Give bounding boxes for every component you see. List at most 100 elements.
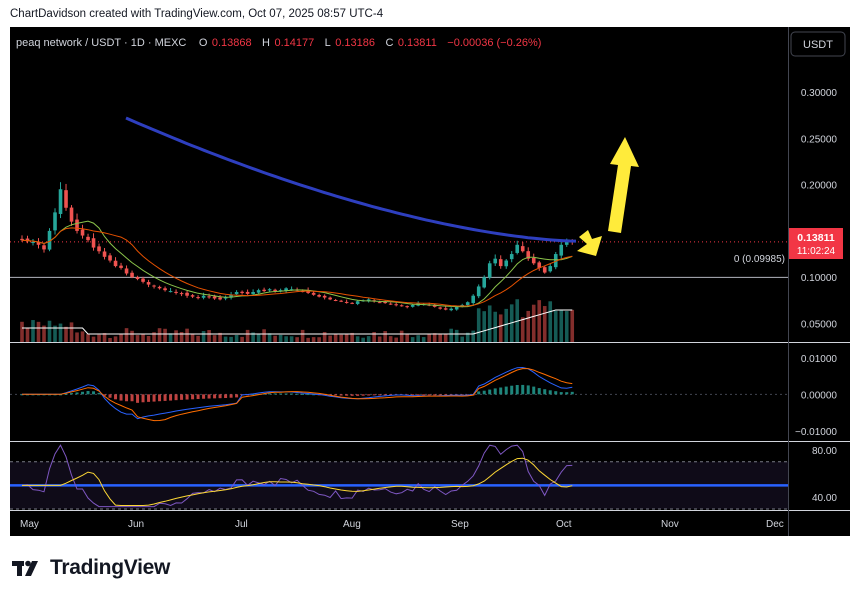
time-axis-label: Jun [128, 519, 144, 530]
macd-histogram-bar [427, 394, 431, 396]
volume-bar [20, 321, 24, 342]
low-label: L [325, 37, 331, 49]
volume-bar [278, 334, 283, 342]
macd-histogram-bar [59, 394, 63, 396]
macd-histogram-bar [218, 394, 222, 399]
volume-bar [350, 332, 354, 342]
volume-bar [240, 336, 244, 342]
macd-histogram-bar [108, 394, 112, 398]
candle-body [548, 266, 553, 272]
macd-histogram-bar [75, 392, 79, 395]
volume-bar [152, 332, 156, 342]
macd-histogram-bar [543, 389, 547, 395]
volume-bar [157, 328, 162, 342]
candle-body [454, 306, 459, 310]
macd-histogram-bar [37, 394, 41, 396]
volume-bar [361, 337, 365, 342]
candle-body [537, 262, 542, 268]
macd-histogram-bar [191, 394, 195, 400]
macd-histogram-bar [136, 394, 140, 403]
candle-body [223, 297, 228, 299]
high-value: 0.14177 [274, 37, 314, 49]
macd-histogram-bar [251, 394, 255, 396]
volume-bar [438, 334, 442, 342]
candle-body [262, 289, 266, 292]
volume-ma-line [22, 309, 573, 335]
macd-histogram-bar [438, 394, 442, 396]
candle-body [471, 295, 476, 304]
candle-body [141, 278, 145, 282]
macd-histogram-bar [361, 394, 365, 396]
volume-bar [537, 300, 542, 342]
volume-bar [284, 336, 288, 342]
symbol-label: peaq network / USDT · 1D · MEXC [16, 37, 186, 49]
volume-bar [410, 337, 415, 342]
macd-histogram-bar [207, 394, 211, 399]
macd-histogram-bar [158, 394, 162, 402]
price-tick-label: 0.20000 [801, 181, 838, 192]
ma-short-line [21, 220, 573, 308]
macd-histogram-bar [554, 391, 558, 395]
macd-histogram-bar [141, 394, 145, 403]
volume-bar [449, 328, 453, 342]
macd-histogram-bar [301, 393, 305, 395]
time-axis-label: Nov [661, 519, 679, 530]
volume-bar [234, 334, 239, 342]
currency-button[interactable]: USDT [790, 31, 846, 57]
volume-bar [306, 337, 310, 342]
volume-bar [119, 333, 123, 342]
macd-histogram-bar [510, 385, 514, 395]
macd-histogram-bar [383, 394, 387, 396]
chart-canvas[interactable]: peaq network / USDT · 1D · MEXC O 0.1386… [10, 27, 850, 536]
tradingview-logo-icon [12, 560, 38, 576]
macd-histogram-bar [334, 394, 338, 396]
candle-body [388, 303, 393, 305]
macd-histogram-bar [493, 388, 497, 395]
candle-body [256, 290, 261, 293]
macd-histogram-bar [411, 394, 415, 396]
volume-bar [526, 310, 531, 342]
candle-body [53, 212, 57, 231]
chart-frame[interactable]: peaq network / USDT · 1D · MEXC O 0.1386… [10, 27, 850, 536]
volume-bar [146, 335, 151, 342]
candle-body [493, 258, 498, 264]
volume-bar [531, 304, 536, 342]
brand-name: TradingView [50, 556, 171, 579]
volume-bar [295, 337, 299, 342]
macd-histogram-bar [339, 394, 343, 396]
volume-bar [42, 325, 46, 342]
volume-bar [328, 335, 332, 342]
candle-body [102, 251, 107, 257]
candle-body [25, 238, 30, 242]
candle-body [306, 290, 310, 293]
macd-histogram-bar [372, 394, 376, 396]
macd-histogram-bar [477, 391, 481, 395]
candle-body [168, 291, 173, 293]
volume-bar [25, 328, 30, 342]
macd-histogram-bar [312, 394, 316, 396]
candle-body [80, 229, 85, 236]
candle-body [399, 305, 404, 307]
candle-body [366, 299, 371, 302]
macd-histogram-bar [389, 394, 393, 396]
candle-body [432, 304, 437, 307]
candle-body [531, 257, 536, 264]
price-tick-label: 0.30000 [801, 88, 838, 99]
macd-histogram-bar [268, 393, 272, 395]
candle-body [113, 260, 118, 267]
candle-body [542, 267, 547, 273]
macd-histogram-bar [97, 392, 101, 395]
candle-body [36, 241, 41, 245]
volume-bar [515, 299, 520, 342]
volume-bar [256, 333, 261, 342]
last-price-tag: 0.13811 11:02:24 [789, 228, 843, 259]
volume-bar [31, 320, 35, 342]
volume-bar [223, 336, 228, 342]
candle-body [251, 292, 255, 294]
macd-histogram-bar [202, 394, 206, 399]
candle-body [212, 296, 217, 299]
time-axis-label: Sep [451, 519, 469, 530]
volume-bar [570, 309, 575, 342]
time-axis-label: May [20, 519, 39, 530]
price-tick-label: 0.05000 [801, 319, 838, 330]
